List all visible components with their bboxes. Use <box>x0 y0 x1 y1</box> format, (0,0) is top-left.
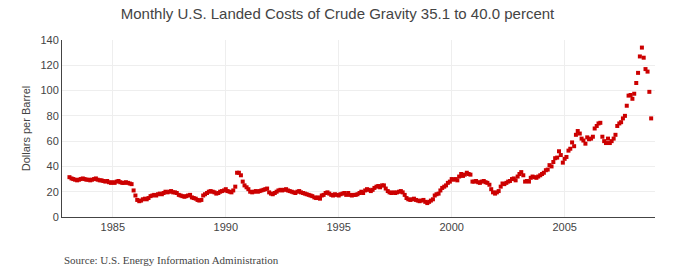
svg-text:140: 140 <box>40 34 58 46</box>
svg-text:1990: 1990 <box>214 221 238 233</box>
svg-text:120: 120 <box>40 59 58 71</box>
svg-text:100: 100 <box>40 84 58 96</box>
svg-text:1995: 1995 <box>326 221 350 233</box>
svg-text:2005: 2005 <box>552 221 576 233</box>
svg-text:40: 40 <box>47 160 59 172</box>
svg-text:2000: 2000 <box>439 221 463 233</box>
svg-text:Monthly U.S. Landed Costs of C: Monthly U.S. Landed Costs of Crude Gravi… <box>121 5 555 22</box>
svg-text:Source: U.S. Energy Informatio: Source: U.S. Energy Information Administ… <box>64 254 279 266</box>
svg-text:1985: 1985 <box>101 221 125 233</box>
svg-text:Dollars per Barrel: Dollars per Barrel <box>20 86 32 172</box>
svg-text:60: 60 <box>47 135 59 147</box>
svg-text:80: 80 <box>47 110 59 122</box>
svg-text:20: 20 <box>47 186 59 198</box>
svg-text:0: 0 <box>53 211 59 223</box>
